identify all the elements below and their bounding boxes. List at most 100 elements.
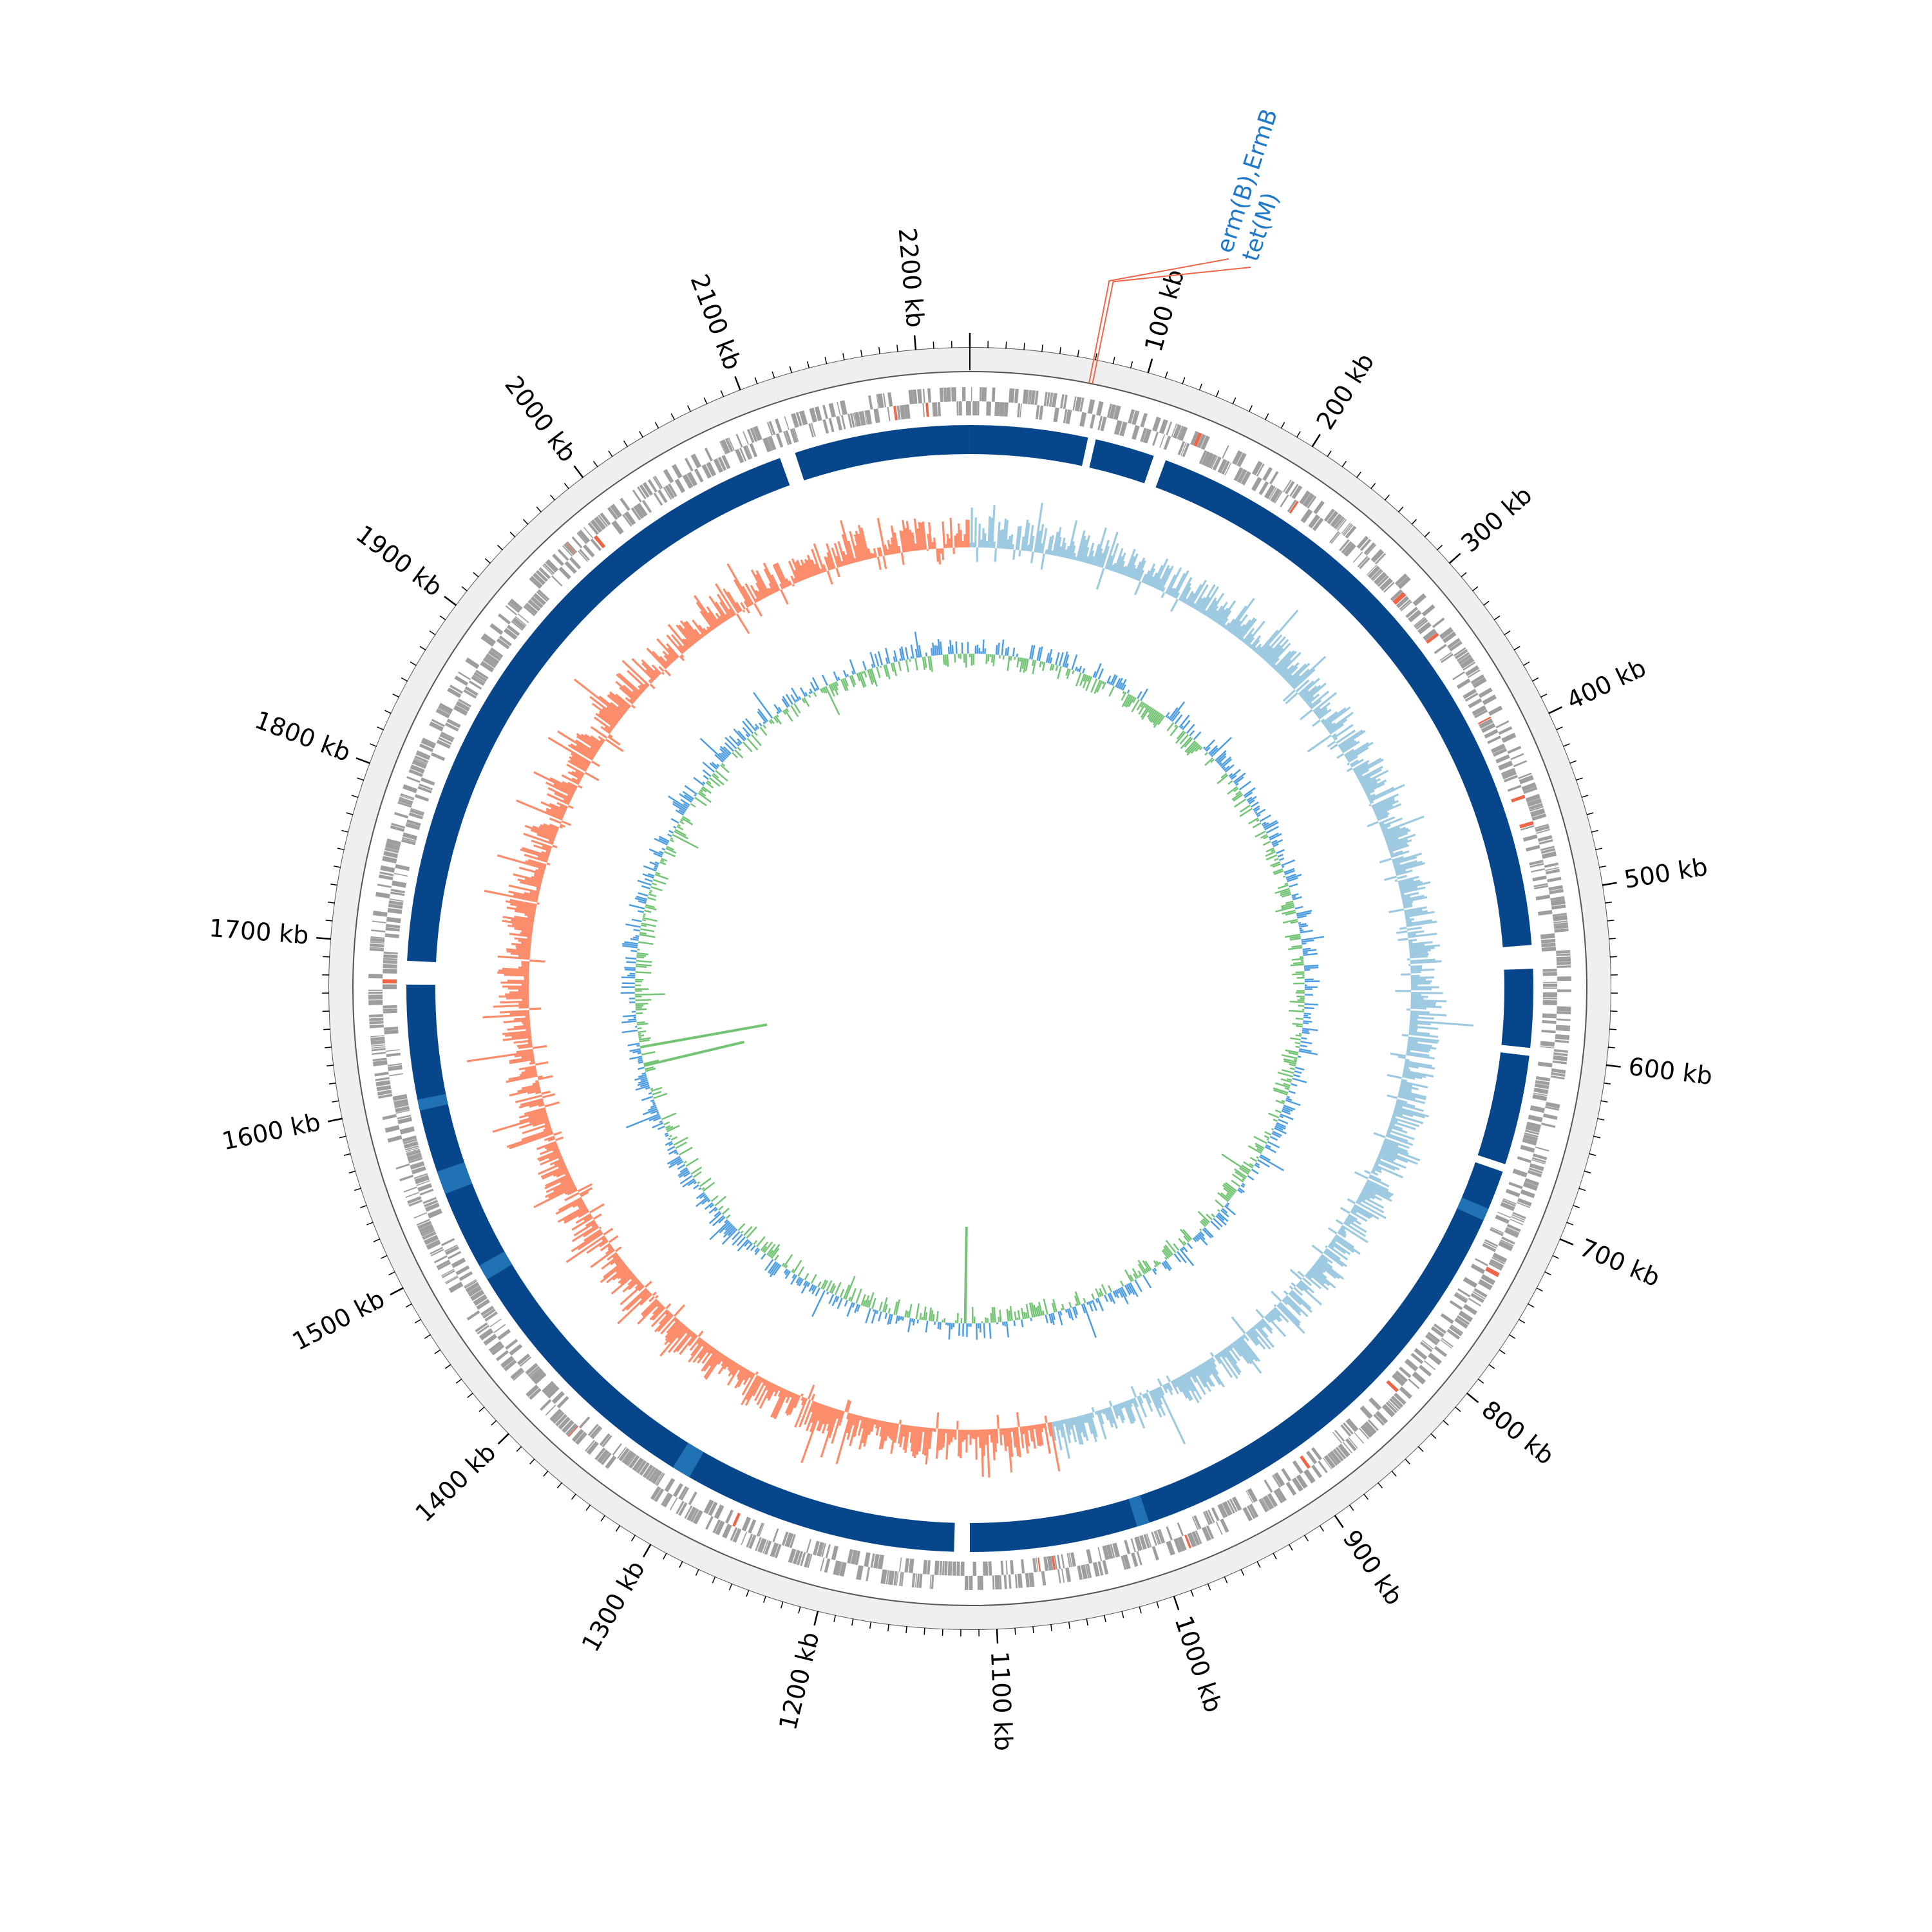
minor-tick [1417, 1446, 1424, 1452]
gc-content-bar [1304, 1003, 1318, 1006]
gene [370, 941, 384, 944]
gc-content-bar [659, 1120, 663, 1123]
gene [386, 916, 401, 923]
gc-skew-bar [1110, 564, 1114, 571]
gc-content-bar [1209, 747, 1218, 756]
gc-skew-bar [744, 583, 757, 603]
gene [392, 1094, 408, 1101]
gc-skew-bar [880, 1421, 889, 1450]
gc-skew-bar [1299, 677, 1320, 697]
gene [378, 1094, 393, 1099]
gc-skew-bar [1313, 707, 1321, 714]
gc-skew-bar [1348, 1213, 1358, 1221]
gc-skew-bar [1388, 1125, 1408, 1134]
gc-skew-bar [1394, 862, 1425, 873]
gene [419, 1224, 433, 1233]
gene [1323, 508, 1335, 522]
gene [1000, 1560, 1004, 1575]
gc-content-bar [781, 1262, 785, 1267]
gene [848, 413, 853, 428]
gene [704, 448, 713, 462]
gc-skew-bar [1383, 1139, 1399, 1147]
gene [618, 1448, 630, 1461]
gc-content-bar [708, 1206, 717, 1214]
gene [1066, 1553, 1071, 1567]
gc-skew-bar [1160, 592, 1166, 598]
gene [558, 1416, 571, 1430]
gc-skew-bar [1384, 828, 1409, 839]
gene [578, 529, 591, 544]
gene [1439, 652, 1452, 661]
gc-skew-bar [1291, 656, 1327, 688]
minor-tick [392, 693, 400, 698]
gene [399, 1126, 415, 1135]
gc-content-bar [1059, 1311, 1063, 1316]
gc-skew-bar [1038, 1424, 1044, 1446]
gene [383, 1009, 397, 1012]
gc-skew-bar [1171, 573, 1186, 598]
minor-tick [1156, 1601, 1160, 1609]
gc-skew-bar [1395, 1104, 1403, 1108]
gc-skew-bar [1161, 587, 1166, 592]
gc-skew-bar [1403, 1068, 1411, 1072]
gc-content-bar [907, 1318, 912, 1332]
gc-skew-bar [1039, 543, 1043, 554]
gc-skew-bar [1369, 800, 1374, 804]
minor-tick [616, 1525, 621, 1532]
gene [1331, 532, 1341, 544]
gc-skew-bar [532, 1081, 540, 1086]
gc-skew-bar [598, 710, 618, 725]
gc-skew-bar [1015, 526, 1020, 550]
gc-content-bar [1248, 799, 1255, 805]
gene [417, 786, 432, 793]
gene [441, 1269, 455, 1276]
gc-skew-bar [497, 854, 546, 870]
gc-content-bar [767, 1261, 777, 1274]
gene [1022, 389, 1029, 404]
gene [814, 406, 822, 421]
gc-skew-bar [884, 1422, 890, 1441]
gene [643, 500, 652, 513]
gc-skew-bar [534, 873, 544, 877]
gc-skew-bar [600, 726, 611, 734]
gc-content-bar [1161, 1262, 1168, 1269]
gc-skew-bar [852, 1414, 858, 1426]
gc-content-bar [882, 1297, 888, 1312]
gc-skew-bar [1287, 663, 1311, 685]
gene [413, 1173, 428, 1179]
gene [427, 1208, 443, 1219]
gc-skew-bar [1030, 535, 1035, 552]
gc-skew-bar [1374, 1164, 1403, 1179]
gc-skew-bar [544, 1124, 551, 1129]
minor-tick [654, 422, 659, 429]
annotation-leader-line [1088, 258, 1229, 384]
gc-skew-bar [744, 1376, 762, 1406]
gc-skew-bar [1126, 1400, 1136, 1422]
gc-skew-bar [1379, 1150, 1408, 1164]
gc-skew-bar [1047, 1422, 1052, 1437]
gene [1330, 513, 1343, 528]
gc-skew-bar [773, 1390, 789, 1419]
gene [1553, 922, 1568, 927]
gc-content-bar [1267, 1141, 1280, 1149]
gc-content-bar [1271, 1132, 1281, 1138]
minor-tick [1014, 1627, 1016, 1635]
gc-skew-bar [663, 654, 673, 665]
gc-content-bar [737, 730, 747, 741]
minor-tick [789, 366, 793, 374]
gc-content-bar [639, 1039, 650, 1043]
gc-skew-bar [1379, 822, 1385, 827]
gc-content-bar [936, 1311, 939, 1322]
gene [1542, 969, 1557, 972]
gc-skew-bar [502, 916, 535, 923]
gc-content-bar [650, 1099, 655, 1103]
gc-skew-bar [1323, 1251, 1344, 1267]
gene [977, 401, 980, 416]
gc-skew-bar [1295, 679, 1310, 693]
gc-skew-bar [1387, 1074, 1403, 1079]
gene [1556, 950, 1571, 954]
gc-skew-bar [1270, 658, 1280, 667]
gene [880, 1569, 887, 1584]
gc-content-bar [1179, 734, 1189, 745]
minor-tick [905, 1626, 907, 1634]
